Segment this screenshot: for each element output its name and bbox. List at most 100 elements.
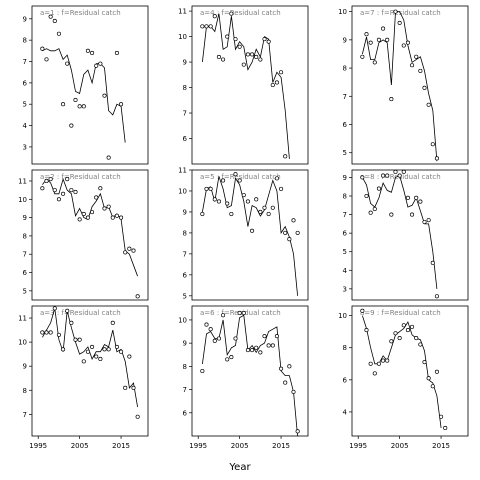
data-point (262, 334, 267, 339)
data-point (389, 212, 394, 217)
data-point (405, 195, 410, 200)
data-point (102, 347, 107, 352)
y-tick-label: 6 (343, 230, 348, 238)
fitted-line (42, 177, 138, 277)
data-point (221, 313, 226, 318)
fitted-line (202, 176, 298, 296)
data-point (262, 205, 267, 210)
data-point (443, 425, 448, 431)
panel-frame (351, 5, 469, 165)
data-point (410, 212, 415, 217)
panel-label: a=5 : f=Residual catch (200, 173, 281, 181)
data-point (410, 63, 415, 68)
data-point (98, 61, 103, 66)
data-point (430, 142, 435, 147)
y-tick-label: 4 (343, 408, 348, 416)
data-point (77, 104, 82, 109)
data-point (81, 359, 86, 364)
data-point (439, 414, 444, 419)
data-point (410, 324, 415, 329)
panel-frame (351, 305, 469, 437)
fitted-line (42, 308, 138, 408)
data-point (426, 102, 431, 107)
data-point (393, 331, 398, 336)
data-point (200, 24, 205, 29)
data-point (208, 327, 213, 332)
panel-5: 5 6 7 8 9 10 11 a=5 : f=Residual catch (178, 167, 309, 301)
data-point (434, 294, 439, 299)
fitted-line (362, 175, 438, 289)
y-tick-label: 11 (178, 8, 187, 16)
y-tick-label: 8 (183, 229, 187, 237)
data-point (401, 323, 406, 328)
y-tick-label: 8 (183, 84, 187, 92)
data-point (283, 380, 288, 385)
y-tick-label: 6 (23, 269, 28, 277)
data-point (283, 154, 288, 159)
data-point (40, 186, 45, 191)
data-point (430, 384, 435, 389)
y-tick-label: 10 (18, 339, 27, 347)
data-point (295, 429, 300, 434)
data-point (405, 40, 410, 45)
data-point (204, 24, 209, 29)
y-tick-label: 7 (23, 58, 27, 66)
data-point (414, 54, 419, 59)
x-tick-label: 2005 (231, 442, 249, 450)
data-point (208, 186, 213, 191)
y-tick-label: 8 (23, 37, 27, 45)
data-point (368, 210, 373, 215)
data-point (279, 366, 284, 371)
data-point (233, 336, 238, 341)
data-point (225, 201, 230, 206)
data-point (266, 211, 271, 217)
data-point (254, 345, 259, 350)
y-tick-label: 9 (183, 59, 187, 67)
x-tick-label: 2015 (112, 442, 130, 450)
data-point (245, 52, 250, 57)
data-point (106, 347, 111, 352)
y-tick-label: 6 (343, 376, 348, 384)
data-point (389, 97, 394, 102)
data-point (216, 336, 221, 341)
data-point (94, 354, 99, 359)
data-point (85, 349, 90, 354)
data-point (376, 37, 381, 42)
data-point (237, 310, 242, 316)
data-point (237, 44, 242, 49)
data-point (385, 37, 390, 42)
data-point (385, 173, 390, 178)
data-point (216, 54, 221, 60)
y-tick-label: 11 (18, 177, 27, 185)
data-point (385, 358, 390, 363)
data-point (123, 385, 128, 390)
data-point (229, 355, 234, 360)
y-tick-label: 3 (23, 143, 27, 151)
y-tick-label: 5 (183, 292, 187, 300)
data-point (368, 40, 373, 45)
data-point (241, 310, 246, 316)
data-point (131, 385, 136, 390)
data-point (106, 204, 111, 209)
data-point (414, 195, 419, 200)
y-tick-label: 6 (183, 135, 188, 143)
data-point (393, 9, 398, 14)
data-point (360, 54, 365, 59)
data-point (204, 186, 209, 191)
data-point (372, 60, 377, 65)
y-tick-label: 8 (183, 363, 187, 371)
y-tick-label: 7 (183, 110, 187, 118)
data-point (233, 172, 238, 177)
data-point (40, 46, 45, 51)
data-point (233, 37, 238, 42)
data-point (241, 62, 246, 67)
data-point (73, 189, 78, 195)
data-point (90, 210, 95, 215)
data-point (204, 322, 209, 327)
panel-frame (31, 305, 149, 437)
y-tick-label: 7 (23, 411, 27, 419)
y-tick-label: 6 (183, 271, 188, 279)
y-tick-label: 10 (178, 33, 187, 41)
data-point (381, 358, 386, 363)
data-point (61, 191, 66, 196)
